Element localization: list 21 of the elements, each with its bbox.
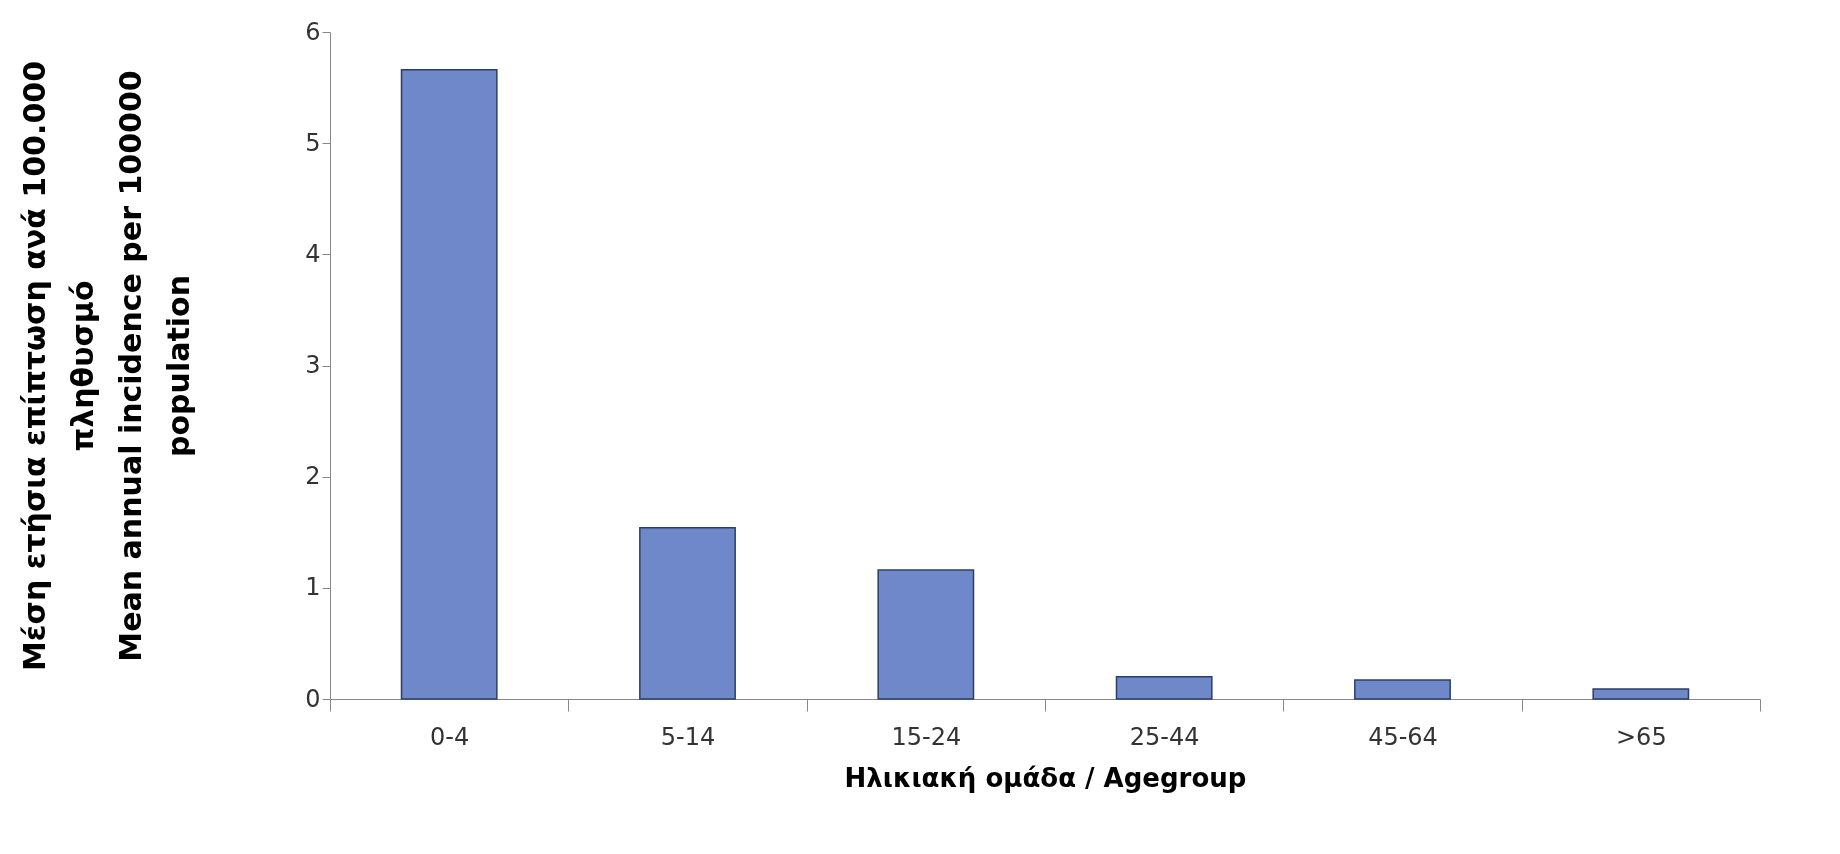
y-tick-label: 1: [305, 573, 321, 602]
x-axis-title: Ηλικιακή ομάδα / Agegroup: [844, 762, 1247, 793]
x-tick-label: >65: [1616, 722, 1667, 751]
x-tick-label: 5-14: [660, 722, 716, 751]
bar: [639, 527, 736, 700]
y-tick-label: 4: [305, 239, 321, 268]
y-axis-title: Μέση ετήσια επίπτωση ανά 100.000 πληθυσμό Mean annual incidence per 100000 population: [17, 60, 197, 672]
bar: [877, 569, 975, 700]
bar: [1592, 688, 1690, 700]
x-tick-label: 15-24: [891, 722, 962, 751]
bar: [1354, 679, 1451, 700]
bar: [1115, 676, 1213, 700]
x-tick-label: 25-44: [1129, 722, 1200, 751]
bar: [400, 69, 498, 700]
y-tick-label: 5: [305, 128, 321, 157]
x-tick-label: 0-4: [430, 722, 470, 751]
y-tick-label: 0: [305, 684, 321, 713]
y-tick-label: 3: [305, 351, 321, 379]
x-tick-label: 45-64: [1368, 722, 1438, 751]
y-tick-label: 6: [305, 17, 321, 46]
y-tick-label: 2: [305, 462, 321, 491]
